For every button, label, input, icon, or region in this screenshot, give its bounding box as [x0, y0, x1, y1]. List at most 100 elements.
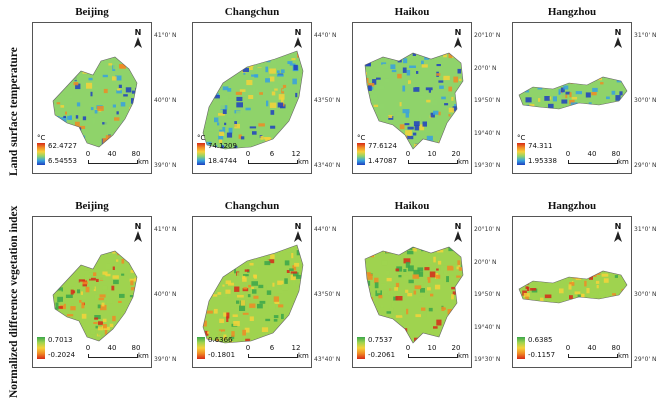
latitude-label: 31°0' N	[634, 226, 657, 233]
city-title-haikou-ndvi: Haikou	[394, 200, 430, 212]
legend-color-ramp	[517, 337, 525, 359]
map-panel-lst-changchun: N °C 74.1209 18.4744 0 6 12 km	[192, 22, 312, 174]
north-label: N	[454, 28, 462, 37]
map-raster	[364, 52, 464, 150]
scale-unit: km	[138, 158, 149, 166]
latitude-label: 19°50' N	[474, 97, 501, 104]
legend-max-value: 77.6124	[368, 142, 397, 150]
north-label: N	[614, 222, 622, 231]
scale-bar-line	[88, 354, 138, 358]
latitude-label: 20°0' N	[474, 258, 497, 266]
north-arrow-glyph	[294, 231, 302, 242]
latitude-label: 39°0' N	[154, 162, 177, 169]
legend-max-value: 0.7013	[48, 336, 73, 344]
latitude-label: 29°0' N	[634, 356, 657, 363]
north-arrow-icon: N	[451, 223, 465, 245]
scale-bar-line	[568, 160, 618, 164]
legend-min-value: -0.2061	[368, 351, 396, 359]
latitude-label: 20°10' N	[474, 226, 501, 233]
scale-tick-label: 0	[245, 344, 251, 352]
color-legend: 0.6385 -0.1157	[517, 329, 557, 363]
latitude-label: 43°40' N	[314, 162, 341, 169]
map-raster	[202, 50, 304, 150]
latitude-label: 44°0' N	[314, 32, 337, 39]
map-raster	[52, 56, 138, 148]
north-arrow-glyph	[134, 37, 142, 48]
scale-tick-label: 10	[427, 344, 437, 352]
legend-color-ramp	[37, 337, 45, 359]
north-arrow-icon: N	[451, 29, 465, 51]
map-panel-lst-beijing: N °C 62.4727 6.54553 0 40 80 km	[32, 22, 152, 174]
latitude-label: 43°40' N	[314, 356, 341, 363]
latitude-label: 30°0' N	[634, 291, 657, 298]
map-panel-lst-hangzhou: N °C 74.311 1.95338 0 40 80 km	[512, 22, 632, 174]
map-raster	[518, 76, 628, 110]
color-legend: °C 62.4727 6.54553	[37, 135, 77, 169]
legend-min-value: 1.95338	[528, 157, 557, 165]
scale-tick-label: 12	[291, 344, 301, 352]
scale-tick-label: 12	[291, 150, 301, 158]
city-title-changchun-ndvi: Changchun	[224, 200, 280, 212]
legend-max-value: 0.6366	[208, 336, 233, 344]
scale-tick-label: 6	[269, 150, 275, 158]
scale-tick-label: 0	[565, 344, 571, 352]
city-title-changchun-lst: Changchun	[224, 6, 280, 18]
map-panel-ndvi-haikou: N 0.7537 -0.2061 0 10 20 km	[352, 216, 472, 368]
legend-max-value: 62.4727	[48, 142, 77, 150]
scale-tick-label: 0	[85, 150, 91, 158]
north-arrow-glyph	[454, 231, 462, 242]
legend-unit: °C	[197, 134, 206, 142]
legend-unit: °C	[517, 134, 526, 142]
scale-tick-label: 6	[269, 344, 275, 352]
scale-tick-label: 80	[611, 150, 621, 158]
scale-bar-line	[88, 160, 138, 164]
scale-bar: 0 40 80 km	[566, 150, 629, 168]
latitude-label: 19°30' N	[474, 356, 501, 363]
latitude-label: 40°0' N	[154, 97, 177, 104]
color-legend: 0.6366 -0.1801	[197, 329, 237, 363]
map-raster	[52, 250, 138, 342]
legend-max-value: 0.7537	[368, 336, 393, 344]
scale-unit: km	[458, 158, 469, 166]
latitude-label: 40°0' N	[154, 291, 177, 298]
north-arrow-icon: N	[131, 223, 145, 245]
scale-bar: 0 10 20 km	[406, 344, 469, 362]
row-label-ndvi: Normalized difference vegetation index	[8, 205, 20, 398]
north-arrow-icon: N	[291, 29, 305, 51]
scale-tick-label: 40	[587, 150, 597, 158]
legend-min-value: -0.1157	[528, 351, 556, 359]
color-legend: °C 77.6124 1.47087	[357, 135, 397, 169]
scale-bar-line	[248, 354, 298, 358]
city-title-hangzhou-ndvi: Hangzhou	[547, 200, 597, 212]
scale-tick-label: 80	[131, 344, 141, 352]
legend-min-value: 18.4744	[208, 157, 237, 165]
scale-unit: km	[298, 158, 309, 166]
north-label: N	[294, 222, 302, 231]
legend-max-value: 74.311	[528, 142, 553, 150]
legend-max-value: 74.1209	[208, 142, 237, 150]
latitude-label: 19°50' N	[474, 291, 501, 298]
scale-bar: 0 40 80 km	[86, 344, 149, 362]
map-panel-ndvi-changchun: N 0.6366 -0.1801 0 6 12 km	[192, 216, 312, 368]
north-label: N	[134, 222, 142, 231]
scale-tick-label: 0	[405, 150, 411, 158]
map-raster	[364, 246, 464, 344]
latitude-label: 19°30' N	[474, 162, 501, 169]
color-legend: 0.7537 -0.2061	[357, 329, 397, 363]
scale-bar-line	[408, 354, 458, 358]
city-title-haikou-lst: Haikou	[394, 6, 430, 18]
north-arrow-glyph	[134, 231, 142, 242]
legend-color-ramp	[517, 143, 525, 165]
north-arrow-glyph	[614, 37, 622, 48]
map-raster	[202, 244, 304, 344]
map-panel-ndvi-beijing: N 0.7013 -0.2024 0 40 80 km	[32, 216, 152, 368]
legend-min-value: 1.47087	[368, 157, 397, 165]
north-arrow-glyph	[454, 37, 462, 48]
map-panel-lst-haikou: N °C 77.6124 1.47087 0 10 20 km	[352, 22, 472, 174]
city-title-beijing-lst: Beijing	[75, 6, 109, 18]
city-title-hangzhou-lst: Hangzhou	[547, 6, 597, 18]
legend-color-ramp	[357, 337, 365, 359]
legend-max-value: 0.6385	[528, 336, 553, 344]
scale-tick-label: 40	[587, 344, 597, 352]
latitude-label: 20°10' N	[474, 32, 501, 39]
